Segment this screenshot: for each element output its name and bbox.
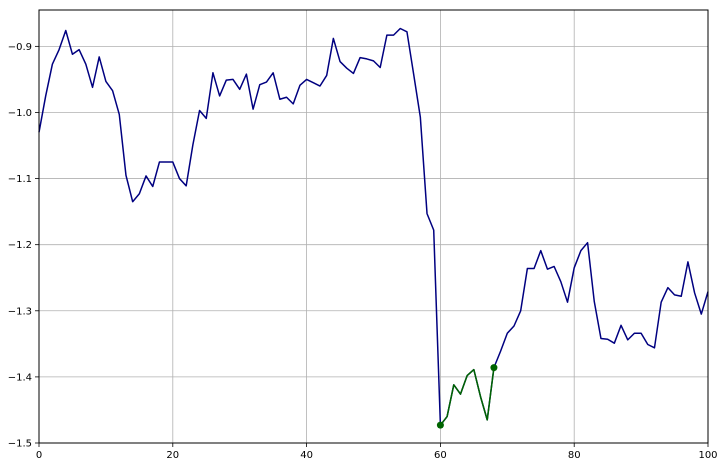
series-line-0 [38, 27, 709, 426]
series-layer [38, 27, 709, 429]
x-tick-label: 60 [434, 450, 447, 461]
x-tick-label: 40 [300, 450, 313, 461]
data-point-marker [490, 364, 498, 372]
x-tick-label: 80 [568, 450, 581, 461]
y-tick-label: −1.3 [8, 306, 32, 317]
y-tick-label: −1.5 [8, 439, 32, 450]
y-tick-label: −1.4 [8, 372, 32, 383]
plot-frame [38, 9, 709, 444]
x-tick-label: 100 [698, 450, 717, 461]
x-tick-labels: 0 20 40 60 80 100 [36, 450, 718, 461]
y-tick-label: −1.0 [8, 108, 32, 119]
data-point-marker [436, 421, 444, 429]
y-tick-labels: −1.5 −1.4 −1.3 −1.2 −1.1 −1.0 −0.9 [8, 42, 32, 450]
y-tick-label: −1.1 [8, 174, 32, 185]
y-tick-label: −1.2 [8, 240, 32, 251]
x-tick-label: 20 [166, 450, 179, 461]
series-line-1 [439, 367, 495, 426]
y-tick-label: −0.9 [8, 42, 32, 53]
tick-marks [35, 45, 709, 447]
x-tick-label: 0 [36, 450, 42, 461]
